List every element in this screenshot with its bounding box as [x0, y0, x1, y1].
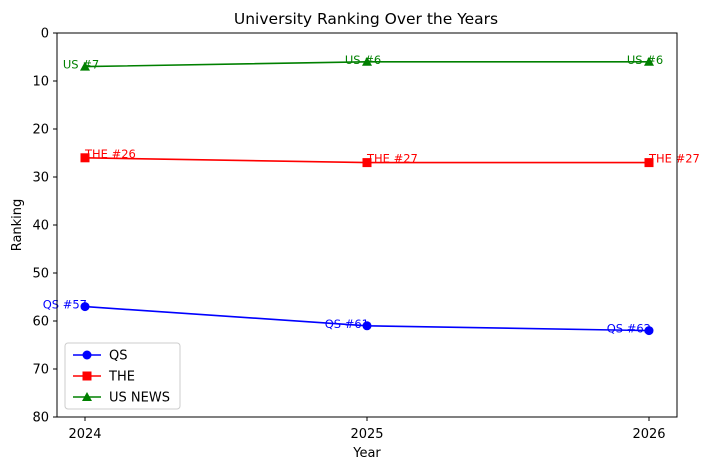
data-label-the: THE #26: [84, 147, 136, 161]
data-point-the: [644, 158, 654, 168]
x-tick-label: 2025: [350, 427, 383, 442]
legend-marker-us-news: [82, 392, 92, 401]
y-axis-label: Ranking: [10, 199, 25, 252]
data-point-qs: [644, 326, 654, 336]
data-point-qs: [362, 321, 372, 331]
y-tick-label: 60: [32, 315, 49, 330]
y-tick-label: 40: [32, 219, 49, 234]
x-tick-label: 2024: [68, 427, 101, 442]
data-label-the: THE #27: [366, 152, 418, 166]
y-tick-label: 50: [32, 267, 49, 282]
y-tick-label: 70: [32, 363, 49, 378]
y-tick-label: 10: [32, 75, 49, 90]
data-label-qs: QS #61: [325, 317, 369, 331]
axes: 0 10 20 30 40 50 60 70 80 2024 2025 2026: [32, 27, 665, 443]
legend-label-qs: QS: [109, 349, 127, 364]
legend-label-us-news: US NEWS: [109, 391, 170, 406]
data-label-the: THE #27: [648, 152, 700, 166]
legend: QS THE US NEWS: [64, 342, 181, 410]
plot-area: QS #57 QS #61 QS #62 THE #26 THE #27 THE #27 U…: [43, 53, 700, 336]
data-label-qs: QS #62: [607, 322, 651, 336]
data-point-qs: [80, 302, 90, 312]
x-tick-label: 2026: [632, 427, 665, 442]
data-point-us-news: [362, 56, 372, 66]
legend-label-the: THE: [108, 370, 135, 385]
y-tick-label: 80: [32, 411, 49, 426]
data-label-us-news: US #6: [627, 53, 663, 67]
y-tick-label: 20: [32, 123, 49, 138]
data-point-the: [362, 158, 372, 168]
legend-marker-qs: [82, 350, 92, 360]
data-point-the: [80, 153, 90, 163]
data-label-qs: QS #57: [43, 298, 87, 312]
data-label-us-news: US #7: [63, 58, 99, 72]
legend-box: [64, 342, 181, 410]
data-label-us-news: US #6: [345, 53, 381, 67]
y-tick-label: 30: [32, 171, 49, 186]
y-tick-label: 0: [41, 27, 49, 42]
chart-title: University Ranking Over the Years: [234, 10, 498, 28]
data-point-us-news: [80, 61, 90, 71]
x-axis-label: Year: [352, 446, 381, 461]
data-point-us-news: [644, 56, 654, 66]
legend-marker-the: [82, 371, 92, 381]
